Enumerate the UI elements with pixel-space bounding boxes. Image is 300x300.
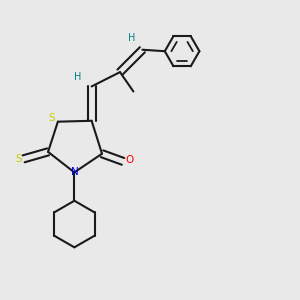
Text: S: S (48, 113, 55, 123)
Text: N: N (71, 167, 79, 177)
Text: O: O (125, 155, 134, 165)
Text: H: H (74, 73, 81, 82)
Text: S: S (15, 154, 22, 164)
Text: H: H (128, 33, 136, 43)
